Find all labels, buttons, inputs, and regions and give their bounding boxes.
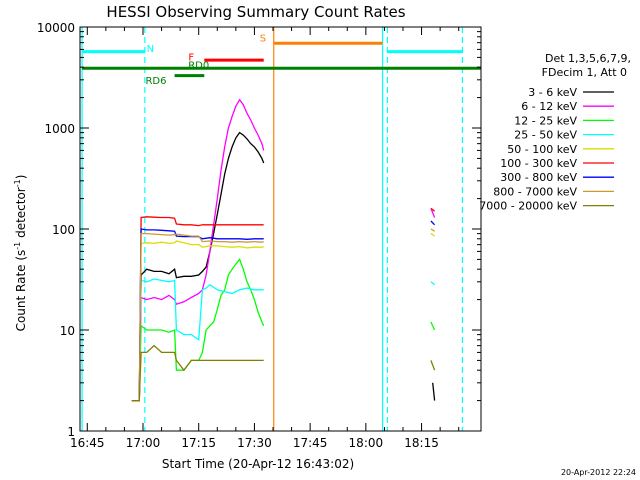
x-tick-label-6: 18:00 (349, 436, 384, 450)
x-axis-label: Start Time (20-Apr-12 16:43:02) (162, 457, 354, 471)
legend-label-7: 300 - 800 keV (500, 171, 577, 184)
legend-header-1: Det 1,3,5,6,7,9, (545, 52, 631, 65)
series-line-4-part-2 (430, 281, 436, 286)
legend-label-6: 100 - 300 keV (500, 157, 577, 170)
x-tick-label-3: 17:15 (181, 436, 216, 450)
flag-label-n: N (147, 44, 154, 55)
y-tick-label-3: 100 (52, 223, 75, 237)
y-tick-label-1: 1 (67, 425, 75, 439)
flag-label-rd0: RD0 (188, 61, 209, 72)
series-line-7-part-2 (430, 220, 436, 226)
y-tick-label-2: 10 (60, 324, 75, 338)
series-line-8-part-1 (131, 232, 264, 402)
plot-area (81, 27, 481, 431)
series-line-2-part-2 (430, 208, 436, 218)
chart-title: HESSI Observing Summary Count Rates (106, 3, 405, 21)
legend-header-2: FDecim 1, Att 0 (542, 66, 627, 79)
legend-label-2: 6 - 12 keV (521, 100, 577, 113)
footer-timestamp: 20-Apr-2012 22:24 (561, 468, 636, 477)
x-tick-label-7: 18:15 (404, 436, 439, 450)
y-tick-label-5: 10000 (37, 21, 75, 35)
x-tick-label-1: 16:45 (70, 436, 105, 450)
flag-label-f: F (188, 53, 194, 64)
series-line-3-part-1 (131, 258, 265, 402)
series-line-6-part-2 (430, 207, 435, 212)
x-tick-label-5: 17:45 (293, 436, 328, 450)
series-line-9-part-1 (131, 344, 264, 402)
legend-label-3: 12 - 25 keV (514, 114, 577, 127)
legend-label-1: 3 - 6 keV (528, 86, 577, 99)
series-line-3-part-2 (430, 321, 436, 331)
series-line-8-part-2 (430, 228, 435, 232)
series-line-9-part-2 (430, 360, 436, 371)
y-axis-label: Count Rate (s-1 detector-1) (13, 175, 28, 332)
flag-label-rd6: RD6 (145, 76, 166, 87)
legend-label-8: 800 - 7000 keV (493, 185, 577, 198)
series-line-1-part-2 (432, 382, 436, 401)
x-tick-label-4: 17:30 (237, 436, 272, 450)
legend-label-5: 50 - 100 keV (507, 143, 577, 156)
series-line-5-part-1 (131, 240, 264, 402)
legend-label-9: 7000 - 20000 keV (479, 200, 577, 213)
series-line-5-part-2 (430, 233, 435, 237)
series-line-6-part-1 (131, 216, 264, 402)
x-tick-label-2: 17:00 (126, 436, 161, 450)
flag-label-s: S (260, 33, 266, 44)
y-tick-label-4: 1000 (44, 122, 75, 136)
legend-label-4: 25 - 50 keV (514, 129, 577, 142)
series-line-4-part-1 (131, 278, 264, 402)
